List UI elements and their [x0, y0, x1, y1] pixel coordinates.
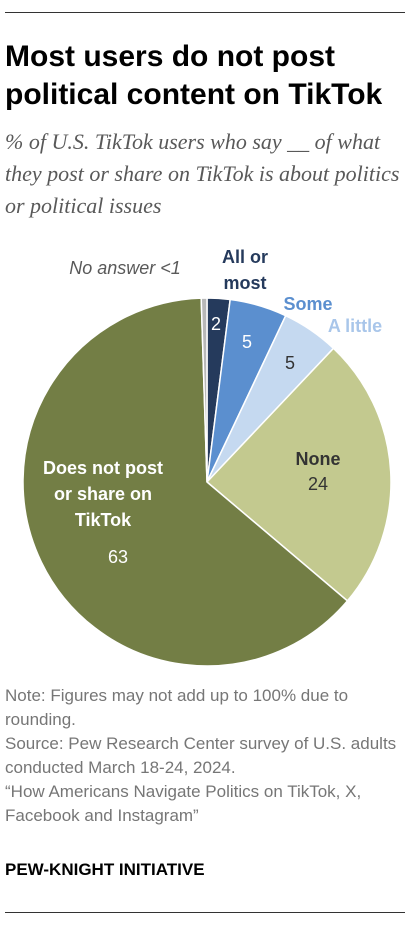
pie-labels: All or most 2 Some 5 A little 5 None 24 Does not … — [43, 247, 382, 567]
slice-value-none: 24 — [308, 474, 328, 494]
note-text: Note: Figures may not add up to 100% due… — [5, 686, 349, 729]
brand-label: PEW-KNIGHT INITIATIVE — [5, 860, 205, 879]
slice-value-some: 5 — [242, 332, 252, 352]
pie-slices — [22, 297, 392, 667]
chart-title: Most users do not post political content… — [5, 40, 383, 111]
pie-slice-not-post — [22, 297, 349, 667]
chart-subtitle: % of U.S. TikTok users who say __ of wha… — [5, 129, 400, 218]
slice-label-not-post: Does not post or share on TikTok — [43, 458, 163, 530]
slice-value-not-post: 63 — [108, 547, 128, 567]
top-rule — [5, 12, 405, 13]
slice-label-some: Some — [283, 294, 332, 314]
report-title: “How Americans Navigate Politics on TikT… — [5, 782, 362, 825]
bottom-rule — [5, 912, 405, 913]
slice-label-none: None — [296, 449, 341, 469]
slice-value-little: 5 — [285, 353, 295, 373]
pie-chart: All or most 2 Some 5 A little 5 None 24 Does not … — [22, 247, 392, 667]
pie-slice-none — [205, 347, 392, 602]
source-text: Source: Pew Research Center survey of U.… — [5, 734, 397, 777]
chart-notes: Note: Figures may not add up to 100% due… — [5, 684, 405, 828]
slice-value-all: 2 — [211, 314, 221, 334]
slice-label-all: All or most — [222, 247, 268, 293]
slice-label-little: A little — [328, 316, 382, 336]
pie-slice-no-answer — [200, 297, 208, 483]
slice-label-no-answer: No answer <1 — [69, 258, 181, 278]
